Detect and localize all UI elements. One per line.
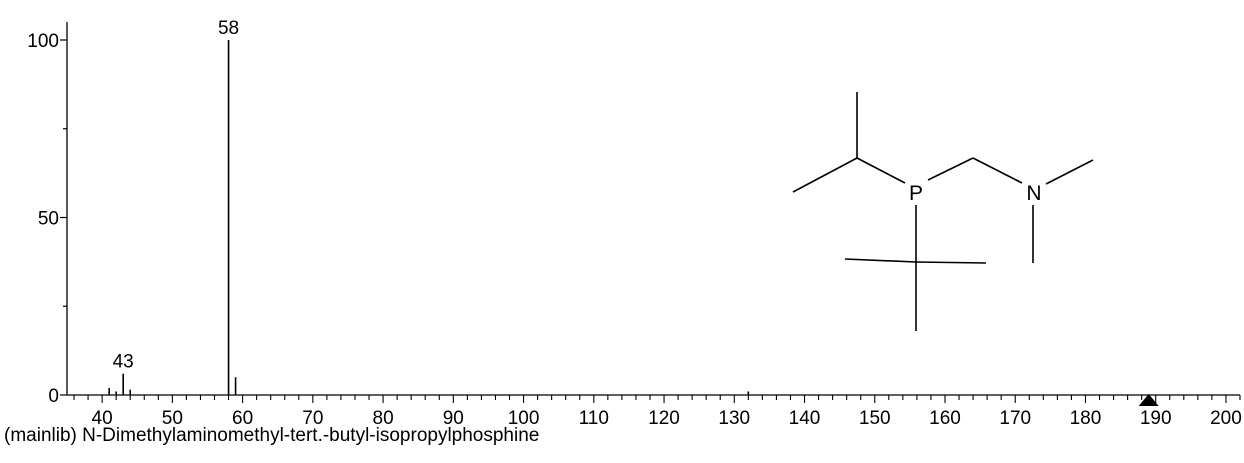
x-tick-label: 100 bbox=[508, 408, 540, 429]
y-tick-label: 50 bbox=[38, 209, 59, 230]
x-tick-label: 40 bbox=[92, 408, 113, 429]
x-tick-label: 50 bbox=[162, 408, 183, 429]
x-tick-label: 90 bbox=[443, 408, 464, 429]
x-tick-label: 120 bbox=[648, 408, 680, 429]
bond-methyl-left bbox=[792, 157, 858, 193]
axis-ticks: 0 50 100 40 50 60 70 80 90 100 110 120 130 140 150 160 1… bbox=[27, 31, 1242, 429]
x-tick-label: 150 bbox=[859, 408, 891, 429]
peak-labels: 43 58 bbox=[113, 18, 239, 373]
y-tick-label: 100 bbox=[27, 31, 59, 52]
bond-n-methyl-right bbox=[1045, 159, 1094, 185]
atom-nitrogen: N bbox=[1026, 182, 1041, 205]
molecule-structure bbox=[792, 92, 1094, 331]
x-tick-label: 110 bbox=[579, 408, 609, 429]
bond-p-ch2 bbox=[927, 157, 974, 181]
x-tick-label: 80 bbox=[373, 408, 394, 429]
bond-tbu-right bbox=[915, 261, 987, 264]
chart-axes bbox=[66, 22, 1240, 406]
x-tick-label: 180 bbox=[1070, 408, 1102, 429]
molecular-ion-marker bbox=[1138, 394, 1159, 406]
peak-label: 58 bbox=[218, 18, 239, 39]
peak-label: 43 bbox=[113, 352, 134, 373]
x-tick-label: 130 bbox=[718, 408, 750, 429]
x-tick-label: 170 bbox=[999, 408, 1031, 429]
bond-ch-p bbox=[856, 157, 906, 184]
y-tick-label: 0 bbox=[48, 386, 59, 407]
x-tick-label: 60 bbox=[232, 408, 253, 429]
x-tick-label: 140 bbox=[789, 408, 821, 429]
x-tick-label: 160 bbox=[929, 408, 961, 429]
atom-phosphorus: P bbox=[909, 182, 923, 205]
spectrum-peaks bbox=[108, 40, 750, 395]
x-tick-label: 190 bbox=[1140, 408, 1172, 429]
bond-ch2-n bbox=[972, 157, 1023, 184]
bond-tbu-left bbox=[844, 258, 917, 263]
x-tick-label: 200 bbox=[1210, 408, 1242, 429]
spectrum-caption: (mainlib) N-Dimethylaminomethyl-tert.-bu… bbox=[4, 425, 540, 446]
x-tick-label: 70 bbox=[302, 408, 323, 429]
